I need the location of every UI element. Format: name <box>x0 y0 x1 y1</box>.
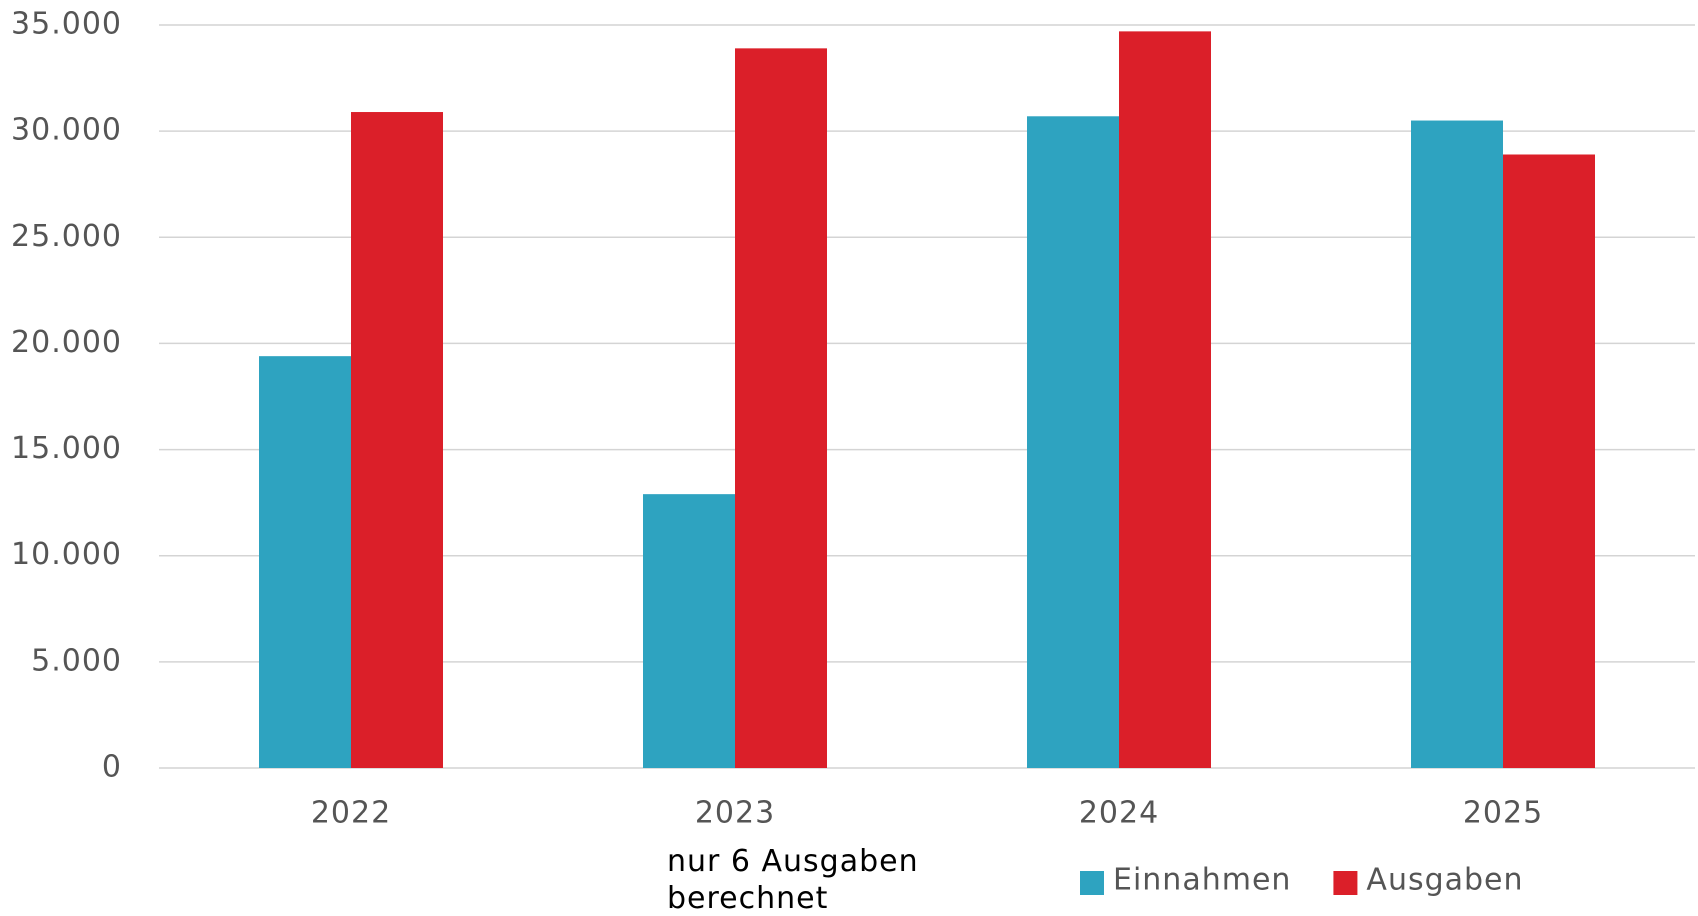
bar <box>1027 116 1119 769</box>
bar <box>1503 154 1595 769</box>
y-tick-label: 15.000 <box>11 431 122 466</box>
legend-label: Einnahmen <box>1113 863 1291 898</box>
annotation: nur 6 Ausgaben berechnet <box>667 844 919 916</box>
y-tick-label: 0 <box>102 750 122 785</box>
bar <box>351 112 443 769</box>
bar <box>735 48 827 768</box>
y-tick-label: 5.000 <box>31 643 122 678</box>
y-tick-label: 30.000 <box>11 113 122 148</box>
legend-label: Ausgaben <box>1366 863 1523 898</box>
bar <box>1119 31 1211 768</box>
bar <box>643 494 735 768</box>
bar <box>259 356 351 768</box>
legend-swatch <box>1080 871 1104 895</box>
y-tick-label: 25.000 <box>11 219 122 254</box>
x-tick-label: 2023 <box>695 796 775 831</box>
y-tick-label: 10.000 <box>11 537 122 572</box>
y-tick-label: 35.000 <box>11 7 122 42</box>
bar <box>1411 120 1503 769</box>
x-tick-label: 2022 <box>311 796 391 831</box>
x-tick-label: 2024 <box>1079 796 1159 831</box>
y-tick-label: 20.000 <box>11 325 122 360</box>
x-tick-label: 2025 <box>1463 796 1543 831</box>
legend-swatch <box>1333 871 1358 895</box>
